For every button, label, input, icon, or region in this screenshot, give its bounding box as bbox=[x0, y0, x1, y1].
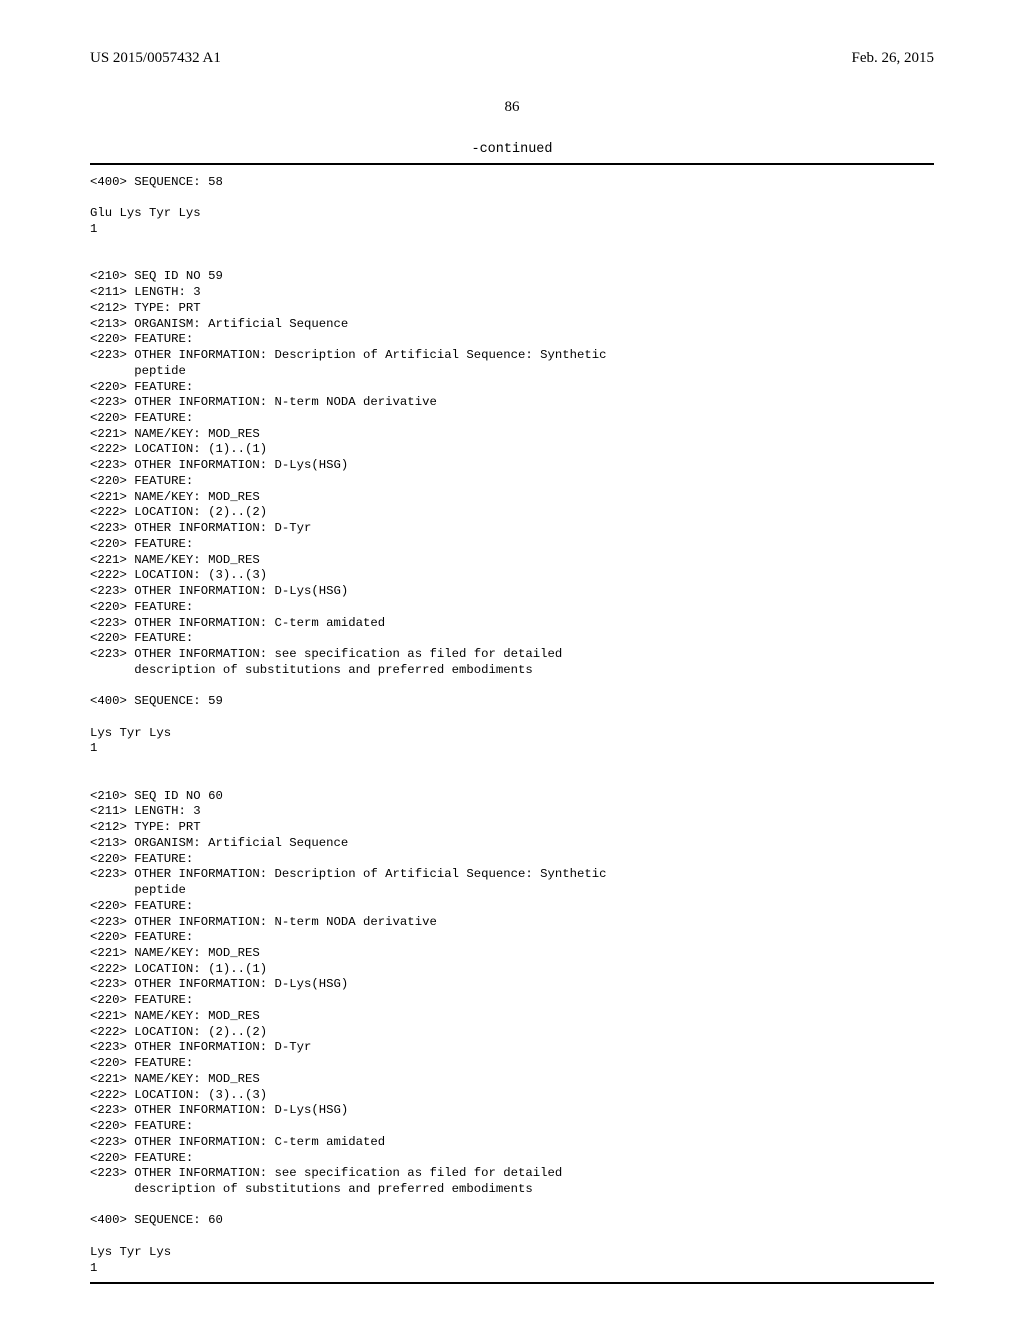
seq59-meta-21: <220> FEATURE: bbox=[90, 600, 193, 614]
seq59-pos: 1 bbox=[90, 741, 97, 755]
seq60-meta-15: <222> LOCATION: (2)..(2) bbox=[90, 1025, 267, 1039]
seq60-meta-18: <221> NAME/KEY: MOD_RES bbox=[90, 1072, 260, 1086]
seq59-meta-6: peptide bbox=[90, 364, 186, 378]
seq60-meta-25: description of substitutions and preferr… bbox=[90, 1182, 533, 1196]
seq60-meta-21: <220> FEATURE: bbox=[90, 1119, 193, 1133]
seq60-meta-10: <221> NAME/KEY: MOD_RES bbox=[90, 946, 260, 960]
seq60-meta-9: <220> FEATURE: bbox=[90, 930, 193, 944]
seq59-tag: <400> SEQUENCE: 59 bbox=[90, 694, 223, 708]
seq59-meta-19: <222> LOCATION: (3)..(3) bbox=[90, 568, 267, 582]
rule-bottom bbox=[90, 1282, 934, 1284]
seq59-meta-25: description of substitutions and preferr… bbox=[90, 663, 533, 677]
seq60-meta-24: <223> OTHER INFORMATION: see specificati… bbox=[90, 1166, 562, 1180]
seq59-meta-11: <222> LOCATION: (1)..(1) bbox=[90, 442, 267, 456]
seq59-meta-18: <221> NAME/KEY: MOD_RES bbox=[90, 553, 260, 567]
seq59-meta-15: <222> LOCATION: (2)..(2) bbox=[90, 505, 267, 519]
seq59-meta-22: <223> OTHER INFORMATION: C-term amidated bbox=[90, 616, 385, 630]
seq58-residues: Glu Lys Tyr Lys bbox=[90, 206, 201, 220]
seq60-pos: 1 bbox=[90, 1261, 97, 1275]
seq60-residues: Lys Tyr Lys bbox=[90, 1245, 171, 1259]
seq60-meta-11: <222> LOCATION: (1)..(1) bbox=[90, 962, 267, 976]
seq59-meta-3: <213> ORGANISM: Artificial Sequence bbox=[90, 317, 348, 331]
seq59-meta-9: <220> FEATURE: bbox=[90, 411, 193, 425]
seq60-meta-14: <221> NAME/KEY: MOD_RES bbox=[90, 1009, 260, 1023]
seq59-meta-2: <212> TYPE: PRT bbox=[90, 301, 201, 315]
publication-number: US 2015/0057432 A1 bbox=[90, 50, 221, 67]
seq59-meta-16: <223> OTHER INFORMATION: D-Tyr bbox=[90, 521, 311, 535]
seq60-meta-5: <223> OTHER INFORMATION: Description of … bbox=[90, 867, 607, 881]
seq60-meta-4: <220> FEATURE: bbox=[90, 852, 193, 866]
seq59-meta-8: <223> OTHER INFORMATION: N-term NODA der… bbox=[90, 395, 437, 409]
seq60-meta-16: <223> OTHER INFORMATION: D-Tyr bbox=[90, 1040, 311, 1054]
seq59-meta-24: <223> OTHER INFORMATION: see specificati… bbox=[90, 647, 562, 661]
seq60-meta-12: <223> OTHER INFORMATION: D-Lys(HSG) bbox=[90, 977, 348, 991]
seq60-tag: <400> SEQUENCE: 60 bbox=[90, 1213, 223, 1227]
seq59-meta-14: <221> NAME/KEY: MOD_RES bbox=[90, 490, 260, 504]
seq60-meta-2: <212> TYPE: PRT bbox=[90, 820, 201, 834]
rule-top bbox=[90, 163, 934, 165]
seq59-meta-5: <223> OTHER INFORMATION: Description of … bbox=[90, 348, 607, 362]
seq59-meta-7: <220> FEATURE: bbox=[90, 380, 193, 394]
seq60-meta-1: <211> LENGTH: 3 bbox=[90, 804, 201, 818]
seq60-meta-13: <220> FEATURE: bbox=[90, 993, 193, 1007]
header-row: US 2015/0057432 A1 Feb. 26, 2015 bbox=[90, 50, 934, 67]
seq60-meta-20: <223> OTHER INFORMATION: D-Lys(HSG) bbox=[90, 1103, 348, 1117]
seq60-meta-8: <223> OTHER INFORMATION: N-term NODA der… bbox=[90, 915, 437, 929]
seq60-meta-3: <213> ORGANISM: Artificial Sequence bbox=[90, 836, 348, 850]
seq60-meta-7: <220> FEATURE: bbox=[90, 899, 193, 913]
seq59-meta-10: <221> NAME/KEY: MOD_RES bbox=[90, 427, 260, 441]
seq59-meta-4: <220> FEATURE: bbox=[90, 332, 193, 346]
seq59-meta-23: <220> FEATURE: bbox=[90, 631, 193, 645]
seq59-meta-17: <220> FEATURE: bbox=[90, 537, 193, 551]
seq60-meta-17: <220> FEATURE: bbox=[90, 1056, 193, 1070]
publication-date: Feb. 26, 2015 bbox=[852, 50, 935, 67]
sequence-listing: <400> SEQUENCE: 58 Glu Lys Tyr Lys 1 <21… bbox=[90, 175, 934, 1276]
seq59-meta-20: <223> OTHER INFORMATION: D-Lys(HSG) bbox=[90, 584, 348, 598]
seq60-meta-19: <222> LOCATION: (3)..(3) bbox=[90, 1088, 267, 1102]
seq59-meta-13: <220> FEATURE: bbox=[90, 474, 193, 488]
seq60-meta-0: <210> SEQ ID NO 60 bbox=[90, 789, 223, 803]
seq59-meta-12: <223> OTHER INFORMATION: D-Lys(HSG) bbox=[90, 458, 348, 472]
seq59-meta-0: <210> SEQ ID NO 59 bbox=[90, 269, 223, 283]
page-number: 86 bbox=[90, 99, 934, 116]
seq59-residues: Lys Tyr Lys bbox=[90, 726, 171, 740]
continued-label: -continued bbox=[90, 142, 934, 157]
seq60-meta-22: <223> OTHER INFORMATION: C-term amidated bbox=[90, 1135, 385, 1149]
seq58-pos: 1 bbox=[90, 222, 97, 236]
seq58-tag: <400> SEQUENCE: 58 bbox=[90, 175, 223, 189]
seq60-meta-23: <220> FEATURE: bbox=[90, 1151, 193, 1165]
page: US 2015/0057432 A1 Feb. 26, 2015 86 -con… bbox=[0, 0, 1024, 1320]
seq60-meta-6: peptide bbox=[90, 883, 186, 897]
seq59-meta-1: <211> LENGTH: 3 bbox=[90, 285, 201, 299]
